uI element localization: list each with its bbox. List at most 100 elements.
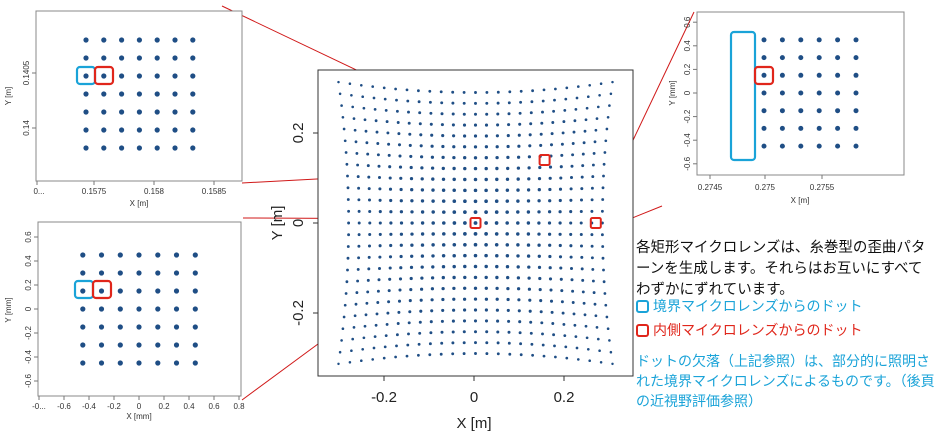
main-dot — [583, 129, 587, 133]
main-dot — [451, 341, 455, 345]
main-dot — [526, 254, 531, 258]
inset-tl-dot — [154, 73, 160, 79]
main-dot — [366, 290, 370, 294]
main-dot — [569, 232, 573, 236]
inset-bl-dot — [155, 342, 161, 348]
inset-bl-dot — [136, 324, 142, 330]
main-dot — [419, 144, 423, 148]
main-dot — [367, 267, 371, 271]
main-dot — [537, 199, 541, 203]
main-dot — [398, 277, 403, 281]
main-dot — [420, 232, 425, 236]
inset-bl-xlabel: X [mm] — [126, 412, 151, 421]
main-dot — [352, 326, 356, 329]
main-dot — [389, 243, 393, 248]
main-dot — [539, 132, 543, 136]
main-dot — [354, 140, 358, 144]
main-dot — [378, 187, 382, 191]
inset-bl-dot — [136, 306, 142, 312]
main-dot — [365, 141, 369, 145]
main-dot — [579, 221, 583, 225]
main-dot — [367, 175, 371, 179]
main-dot — [537, 254, 541, 258]
main-dot — [429, 331, 433, 335]
main-dot — [410, 199, 414, 203]
inset-tr-dot — [816, 72, 822, 78]
main-highlights — [469, 154, 602, 229]
main-dot — [398, 154, 402, 158]
inset-tl-dot — [190, 109, 196, 115]
main-dot — [519, 100, 523, 104]
inner-dot-box — [753, 65, 775, 86]
inset-tl-xlabel: X [m] — [130, 199, 149, 208]
main-dot — [452, 275, 456, 280]
main-dot — [530, 342, 534, 346]
main-dot — [516, 199, 520, 203]
main-dot — [473, 297, 478, 301]
main-dot — [473, 210, 478, 214]
inset-bl-dot — [173, 270, 180, 276]
main-dot — [462, 352, 466, 356]
main-dot — [547, 210, 552, 214]
main-dot — [346, 174, 349, 178]
inset-tr-dot — [779, 108, 785, 114]
main-dot — [431, 243, 435, 247]
main-dot — [395, 333, 399, 337]
inset-bl-dot — [80, 306, 86, 312]
main-dot — [420, 254, 425, 258]
main-dot — [441, 275, 445, 280]
main-dot — [526, 221, 531, 225]
main-dot — [584, 118, 588, 122]
main-dot — [395, 98, 398, 102]
main-dot — [527, 166, 531, 170]
inset-tl-xtick: 0.158 — [144, 187, 165, 196]
main-dot — [537, 210, 541, 214]
main-dot — [508, 352, 512, 356]
main-dot — [484, 275, 488, 280]
main-dot — [357, 256, 361, 260]
main-dot — [371, 85, 375, 88]
main-dot — [386, 131, 390, 135]
main-dot — [428, 353, 432, 357]
main-dot — [559, 277, 563, 281]
main-dot — [377, 175, 382, 180]
main-dot — [569, 175, 574, 180]
main-dot — [407, 110, 410, 114]
main-dot — [398, 288, 402, 292]
main-dot — [586, 347, 590, 351]
main-dot — [418, 122, 422, 126]
main-dot — [517, 309, 521, 313]
main-dot — [606, 327, 610, 331]
main-dot — [506, 297, 510, 302]
main-dot — [399, 254, 403, 259]
main-dot — [529, 111, 533, 115]
inset-tr-dot — [761, 108, 767, 114]
main-dot — [554, 87, 557, 91]
main-dot — [590, 209, 594, 213]
main-dot — [337, 80, 340, 84]
main-dot — [485, 90, 489, 94]
main-dot — [408, 299, 412, 303]
main-dot — [463, 242, 467, 247]
main-dot — [484, 145, 489, 149]
boundary-swatch — [636, 299, 649, 313]
main-dot — [571, 142, 575, 145]
main-dot — [579, 209, 583, 214]
main-dot — [418, 320, 422, 324]
main-dot — [484, 308, 488, 312]
inset-tl-dot — [172, 73, 178, 79]
main-dot — [463, 232, 467, 236]
main-dot — [463, 286, 467, 290]
main-dot — [495, 275, 499, 280]
main-dot — [580, 175, 584, 179]
main-dot — [559, 266, 563, 270]
main-dot — [484, 199, 488, 204]
main-dot — [384, 334, 388, 337]
inset-bl-dot — [98, 342, 105, 348]
inset-tl-ylabel: Y [m] — [4, 87, 13, 106]
main-dot — [346, 256, 350, 260]
main-dot — [558, 210, 562, 214]
inset-bl-ytick: -0.6 — [24, 374, 33, 388]
main-dot — [576, 358, 580, 361]
main-dot — [537, 221, 541, 225]
